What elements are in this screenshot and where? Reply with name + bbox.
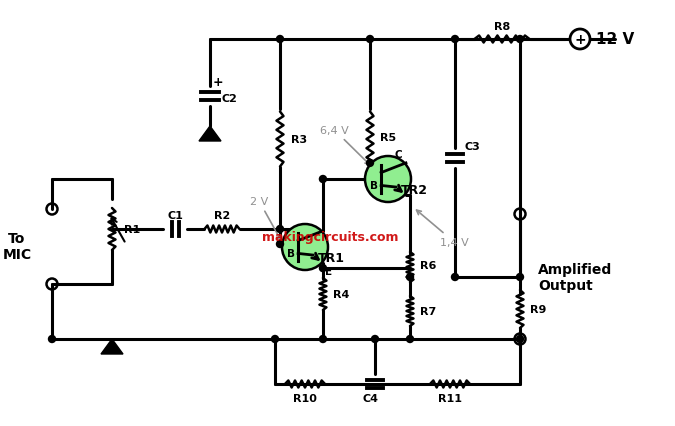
Text: +: + [213, 76, 223, 89]
Text: 12 V: 12 V [596, 32, 634, 47]
Circle shape [277, 226, 284, 233]
Circle shape [319, 265, 327, 272]
Circle shape [365, 157, 411, 202]
Text: R3: R3 [291, 135, 307, 145]
Text: C1: C1 [167, 210, 183, 221]
Text: To
MIC: To MIC [3, 231, 32, 262]
Text: Amplified
Output: Amplified Output [538, 262, 612, 292]
Text: B: B [370, 181, 378, 190]
Circle shape [271, 336, 279, 343]
Text: B: B [287, 248, 295, 259]
Circle shape [319, 336, 327, 343]
Circle shape [452, 36, 458, 43]
Polygon shape [101, 339, 123, 354]
Text: R4: R4 [333, 289, 350, 299]
Polygon shape [199, 127, 221, 142]
Circle shape [452, 274, 458, 281]
Text: R2: R2 [214, 210, 230, 221]
Circle shape [319, 176, 327, 183]
Text: makingcircuits.com: makingcircuits.com [262, 231, 398, 244]
Circle shape [367, 160, 373, 167]
Text: E: E [325, 267, 332, 276]
Text: C4: C4 [363, 393, 379, 403]
Text: R6: R6 [420, 260, 436, 271]
Text: 6,4 V: 6,4 V [320, 126, 370, 165]
Text: R10: R10 [293, 393, 317, 403]
Circle shape [516, 36, 524, 43]
Text: 2 V: 2 V [250, 196, 281, 240]
Text: R1: R1 [124, 225, 140, 234]
Text: +: + [574, 33, 586, 47]
Text: C: C [394, 150, 402, 159]
Text: R11: R11 [438, 393, 462, 403]
Text: TR2: TR2 [401, 184, 428, 196]
Text: R5: R5 [380, 132, 396, 143]
Circle shape [371, 336, 379, 343]
Text: TR1: TR1 [318, 251, 345, 264]
Text: R9: R9 [530, 304, 546, 314]
Circle shape [367, 36, 373, 43]
Circle shape [277, 36, 284, 43]
Circle shape [282, 225, 328, 271]
Text: R8: R8 [494, 22, 510, 32]
Text: R7: R7 [420, 306, 436, 316]
Circle shape [570, 30, 590, 50]
Text: C2: C2 [222, 94, 238, 104]
Circle shape [49, 336, 55, 343]
Circle shape [516, 336, 524, 343]
Text: C3: C3 [465, 142, 481, 152]
Circle shape [406, 274, 414, 281]
Circle shape [277, 241, 284, 248]
Circle shape [406, 336, 414, 343]
Text: 1,4 V: 1,4 V [416, 210, 468, 248]
Circle shape [516, 274, 524, 281]
